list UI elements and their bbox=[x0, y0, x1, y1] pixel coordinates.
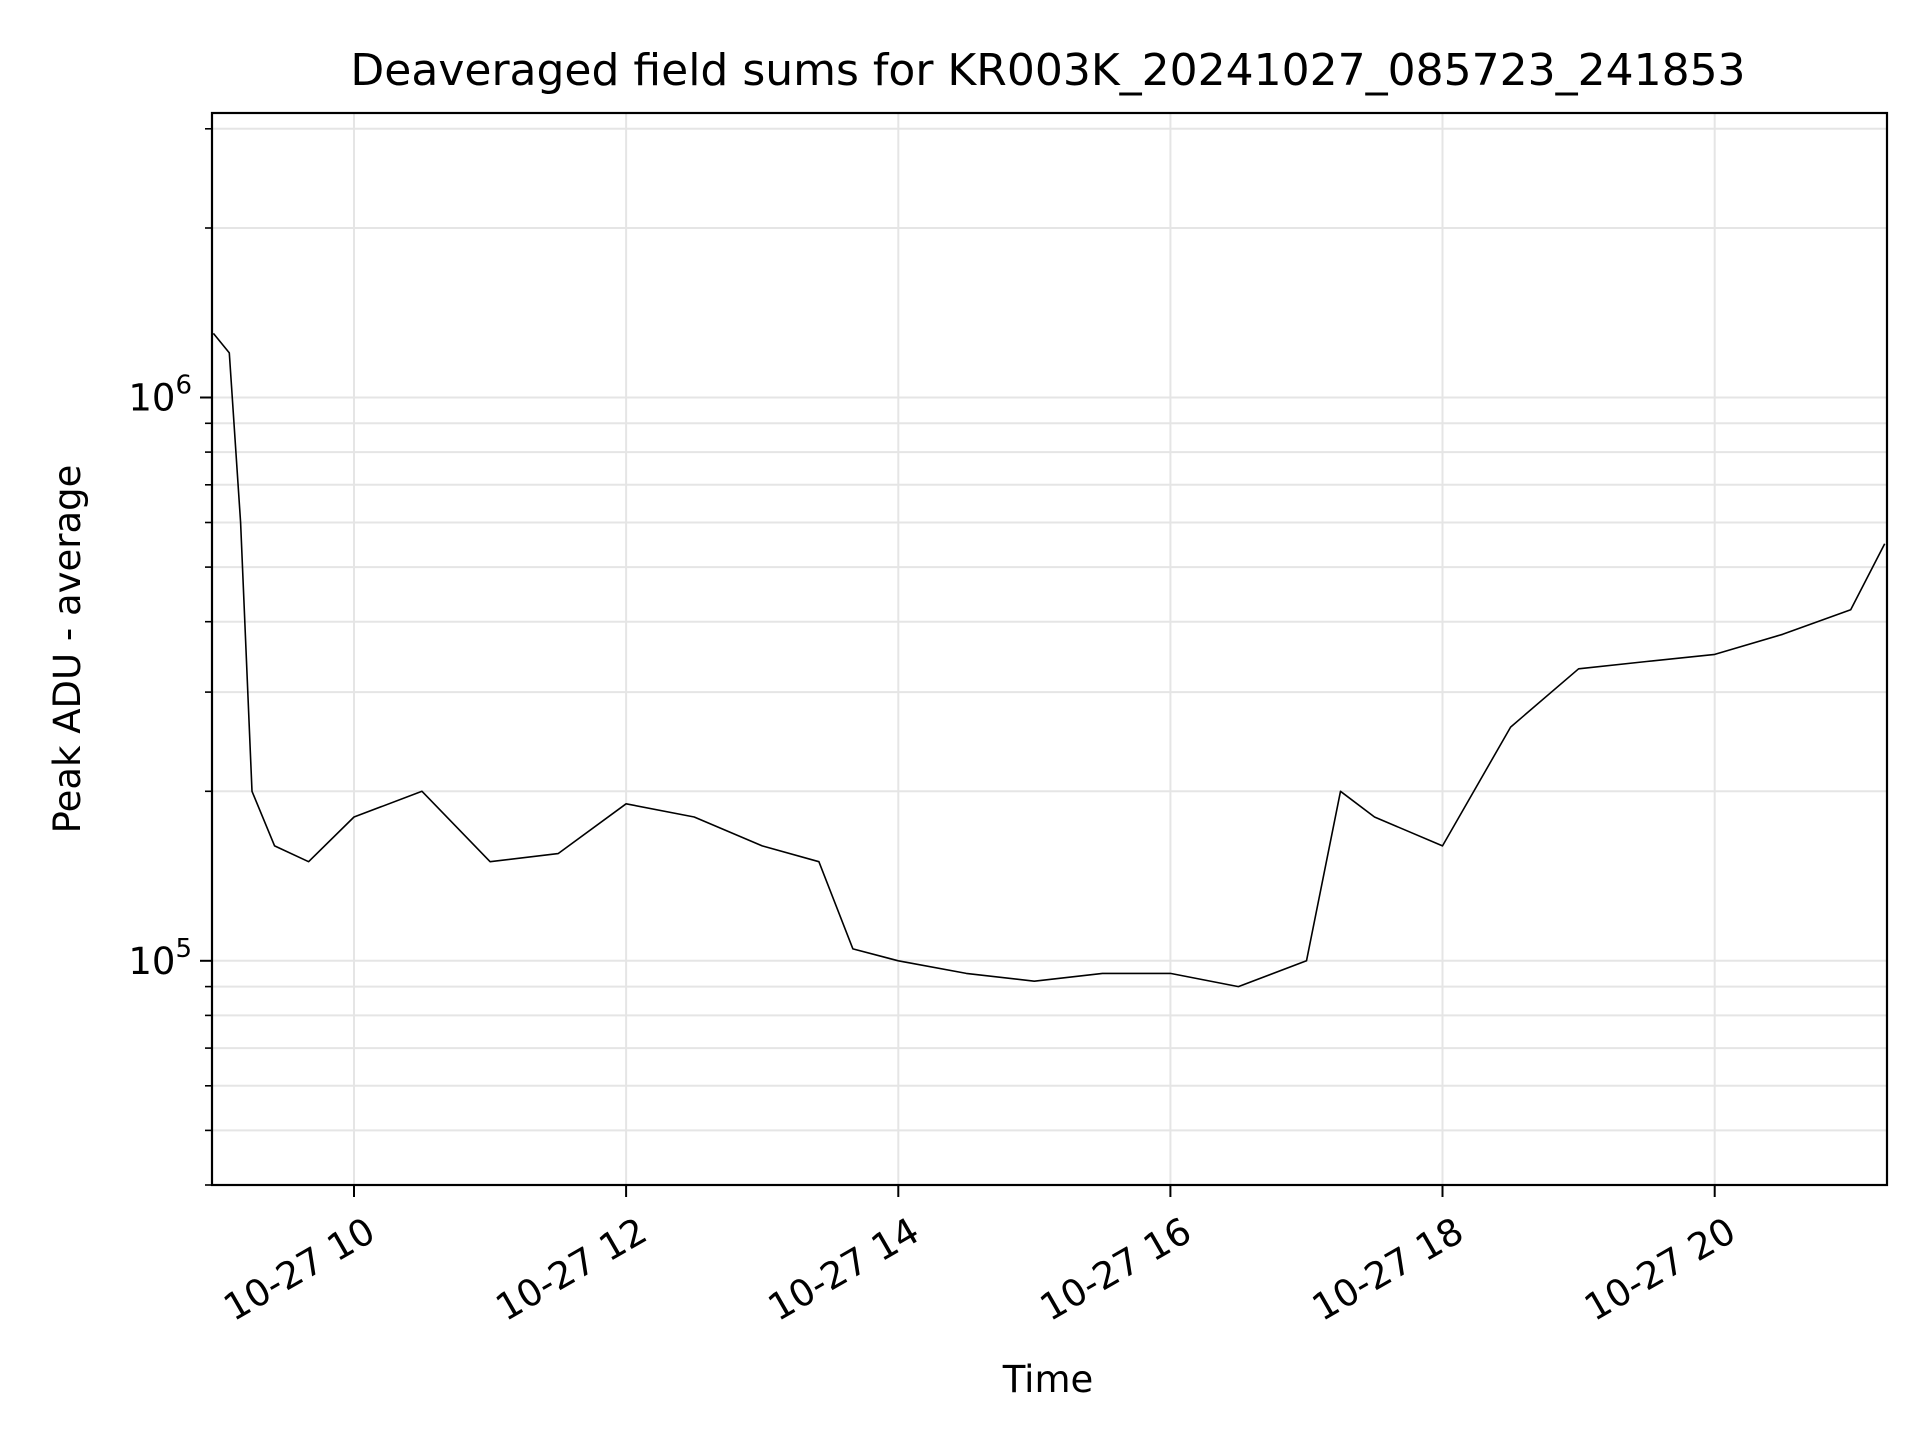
chart-title: Deaveraged field sums for KR003K_2024102… bbox=[350, 45, 1745, 96]
plot-frame bbox=[210, 111, 1889, 1187]
y-tick-label: 106 bbox=[128, 371, 192, 420]
grid bbox=[212, 113, 1887, 1186]
series-line-group bbox=[212, 332, 1886, 988]
x-axis-label: Time bbox=[1002, 1358, 1094, 1401]
series-line bbox=[212, 332, 1886, 988]
y-tick-label: 105 bbox=[128, 934, 192, 983]
y-axis-label: Peak ADU - average bbox=[46, 465, 89, 834]
